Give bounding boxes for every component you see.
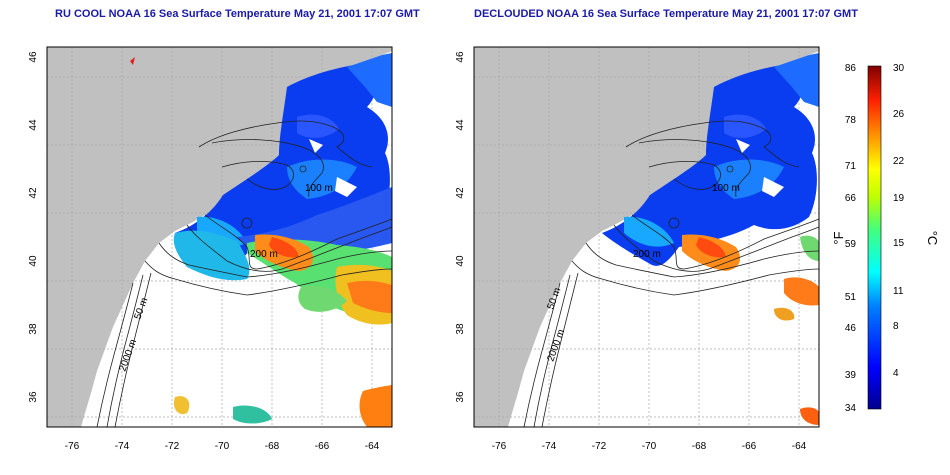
colorbar-f-label: °F — [831, 231, 846, 244]
lon-tick-label: -74 — [542, 441, 557, 452]
lon-tick-label: -72 — [592, 441, 607, 452]
right-lat-axis: 36 38 40 42 44 46 — [455, 51, 466, 403]
lat-tick-label: 46 — [28, 51, 39, 63]
lon-tick-label: -66 — [315, 441, 330, 452]
lat-tick-label: 36 — [455, 391, 466, 403]
left-map-panel — [46, 46, 393, 428]
colorbar-gradient — [867, 65, 882, 410]
colorbar-c-ticks: 30 26 22 19 15 11 8 4 — [893, 63, 905, 379]
lat-tick-label: 44 — [28, 119, 39, 131]
lat-tick-label: 36 — [28, 391, 39, 403]
left-lon-axis: -76 -74 -72 -70 -68 -66 -64 — [65, 441, 380, 452]
f-tick-label: 34 — [845, 403, 857, 414]
lat-tick-label: 44 — [455, 119, 466, 131]
f-tick-label: 46 — [845, 323, 857, 334]
lon-tick-label: -74 — [115, 441, 130, 452]
lon-tick-label: -72 — [165, 441, 180, 452]
lon-tick-label: -76 — [65, 441, 80, 452]
lon-tick-label: -66 — [742, 441, 757, 452]
f-tick-label: 71 — [845, 161, 857, 172]
f-tick-label: 86 — [845, 63, 857, 74]
f-tick-label: 51 — [845, 292, 857, 303]
colorbar: 86 78 71 66 59 51 46 39 34 30 26 22 19 1… — [831, 63, 940, 414]
f-tick-label: 39 — [845, 370, 857, 381]
contour-label: 200 m — [250, 249, 278, 260]
c-tick-label: 11 — [893, 286, 904, 297]
lat-tick-label: 40 — [455, 255, 466, 267]
lon-tick-label: -64 — [365, 441, 380, 452]
lon-tick-label: -76 — [492, 441, 507, 452]
contour-label: 100 m — [305, 183, 333, 194]
lat-tick-label: 46 — [455, 51, 466, 63]
f-tick-label: 59 — [845, 239, 857, 250]
lat-tick-label: 42 — [455, 187, 466, 199]
c-tick-label: 26 — [893, 109, 905, 120]
c-tick-label: 15 — [893, 238, 905, 249]
lon-tick-label: -70 — [215, 441, 230, 452]
f-tick-label: 78 — [845, 115, 857, 126]
contour-label: 100 m — [712, 183, 740, 194]
colorbar-f-ticks: 86 78 71 66 59 51 46 39 34 — [845, 63, 857, 414]
left-lat-axis: 36 38 40 42 44 46 — [28, 51, 39, 403]
right-lon-axis: -76 -74 -72 -70 -68 -66 -64 — [492, 441, 807, 452]
c-tick-label: 4 — [893, 368, 899, 379]
lon-tick-label: -64 — [792, 441, 807, 452]
lat-tick-label: 38 — [28, 323, 39, 335]
lat-tick-label: 38 — [455, 323, 466, 335]
right-map-panel — [473, 46, 820, 428]
c-tick-label: 30 — [893, 63, 905, 74]
lon-tick-label: -68 — [692, 441, 707, 452]
c-tick-label: 19 — [893, 193, 905, 204]
lat-tick-label: 42 — [28, 187, 39, 199]
c-tick-label: 8 — [893, 321, 899, 332]
lon-tick-label: -70 — [642, 441, 657, 452]
f-tick-label: 66 — [845, 193, 857, 204]
contour-label: 200 m — [633, 249, 661, 260]
colorbar-c-label: °C — [925, 231, 940, 246]
left-map-title: RU COOL NOAA 16 Sea Surface Temperature … — [55, 8, 420, 20]
lon-tick-label: -68 — [265, 441, 280, 452]
lat-tick-label: 40 — [28, 255, 39, 267]
c-tick-label: 22 — [893, 156, 905, 167]
right-map-title: DECLOUDED NOAA 16 Sea Surface Temperatur… — [474, 8, 858, 20]
